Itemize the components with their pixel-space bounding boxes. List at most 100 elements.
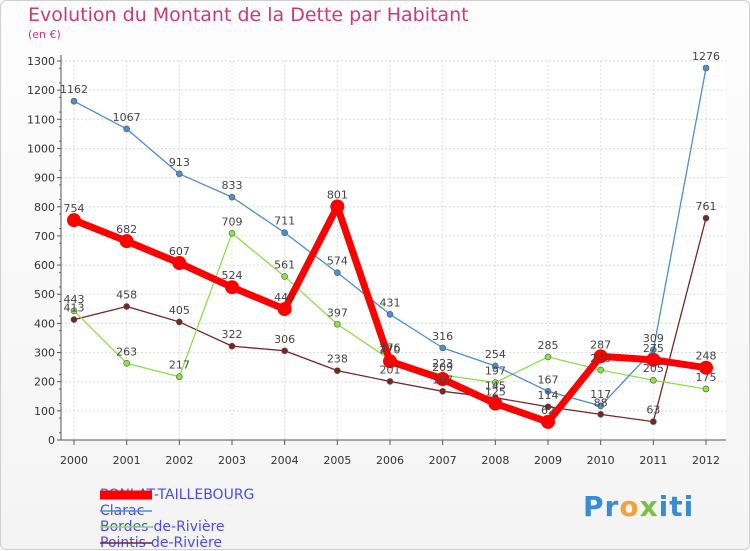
x-tick-label: 2012 bbox=[692, 454, 720, 467]
data-point-0 bbox=[541, 414, 555, 429]
x-tick-label: 2008 bbox=[481, 454, 509, 467]
data-point-3 bbox=[650, 418, 657, 425]
data-point-1 bbox=[176, 170, 183, 178]
data-point-1 bbox=[439, 344, 446, 352]
y-tick-label: 500 bbox=[34, 288, 55, 301]
data-label-0: 270 bbox=[380, 343, 401, 356]
y-tick-label: 0 bbox=[48, 434, 55, 447]
data-label-2: 205 bbox=[643, 362, 664, 375]
y-tick-label: 700 bbox=[34, 230, 55, 243]
data-label-2: 285 bbox=[538, 339, 559, 352]
legend-swatch-bordes bbox=[100, 526, 152, 528]
data-point-2 bbox=[650, 376, 657, 384]
legend-label-bordes: Bordes-de-Rivière bbox=[100, 519, 225, 535]
data-point-2 bbox=[597, 366, 604, 374]
data-point-1 bbox=[702, 64, 710, 72]
data-point-0 bbox=[383, 354, 397, 369]
data-point-0 bbox=[435, 372, 450, 387]
data-label-2: 175 bbox=[696, 371, 717, 384]
y-tick-label: 1000 bbox=[27, 142, 55, 155]
data-point-3 bbox=[439, 388, 446, 395]
data-label-3: 63 bbox=[646, 404, 660, 417]
data-point-0 bbox=[67, 213, 81, 228]
data-label-1: 117 bbox=[590, 388, 611, 401]
data-label-2: 443 bbox=[64, 293, 85, 306]
data-label-0: 62 bbox=[541, 404, 555, 417]
chart-subtitle: (en €) bbox=[28, 28, 61, 41]
data-label-2: 217 bbox=[169, 359, 190, 372]
x-tick-label: 2006 bbox=[376, 454, 404, 467]
data-point-1 bbox=[334, 269, 341, 276]
data-point-2 bbox=[176, 373, 183, 381]
data-point-1 bbox=[123, 125, 130, 133]
data-label-1: 1276 bbox=[692, 50, 720, 63]
x-tick-label: 2010 bbox=[587, 454, 615, 467]
y-tick-label: 1300 bbox=[27, 55, 55, 68]
data-point-3 bbox=[70, 316, 78, 323]
y-tick-label: 600 bbox=[34, 259, 55, 272]
data-point-2 bbox=[228, 229, 236, 237]
data-label-0: 801 bbox=[327, 188, 348, 201]
data-point-1 bbox=[597, 402, 604, 410]
data-point-1 bbox=[70, 97, 78, 105]
data-label-0: 524 bbox=[222, 269, 243, 282]
proxiti-logo: Proxiti bbox=[583, 490, 695, 523]
data-label-3: 405 bbox=[169, 304, 190, 317]
data-point-3 bbox=[176, 318, 183, 326]
data-label-0: 449 bbox=[274, 291, 295, 304]
data-label-2: 197 bbox=[485, 365, 506, 378]
data-point-0 bbox=[225, 280, 239, 295]
data-label-1: 431 bbox=[380, 296, 401, 309]
data-label-2: 276 bbox=[380, 342, 401, 355]
y-tick-label: 900 bbox=[34, 172, 55, 185]
x-tick-label: 2007 bbox=[429, 454, 457, 467]
data-label-1: 167 bbox=[538, 373, 559, 386]
data-point-0 bbox=[119, 234, 134, 249]
data-point-3 bbox=[702, 214, 710, 222]
data-point-3 bbox=[334, 367, 341, 374]
data-point-1 bbox=[492, 362, 499, 370]
data-label-1: 711 bbox=[274, 215, 295, 228]
data-label-3: 88 bbox=[594, 396, 608, 409]
x-tick-label: 2000 bbox=[60, 454, 88, 467]
data-point-1 bbox=[228, 193, 236, 201]
data-label-2: 240 bbox=[590, 352, 611, 365]
data-label-2: 561 bbox=[274, 258, 295, 271]
data-point-2 bbox=[123, 360, 130, 367]
data-point-0 bbox=[646, 352, 661, 367]
data-label-0: 248 bbox=[696, 350, 717, 363]
data-point-2 bbox=[334, 320, 341, 328]
data-label-2: 263 bbox=[116, 345, 137, 358]
data-label-3: 238 bbox=[327, 353, 348, 366]
data-point-2 bbox=[281, 273, 288, 280]
data-point-0 bbox=[488, 396, 503, 411]
data-label-3: 458 bbox=[116, 288, 137, 301]
data-point-1 bbox=[281, 229, 288, 237]
y-tick-label: 300 bbox=[34, 347, 55, 360]
data-point-0 bbox=[593, 349, 608, 364]
data-label-1: 309 bbox=[643, 332, 664, 345]
data-label-2: 223 bbox=[432, 357, 453, 370]
data-label-3: 145 bbox=[485, 380, 506, 393]
data-label-3: 201 bbox=[380, 363, 401, 376]
x-tick-label: 2002 bbox=[165, 454, 193, 467]
data-point-3 bbox=[123, 303, 130, 310]
y-tick-label: 100 bbox=[34, 405, 55, 418]
legend-swatch-clarac bbox=[100, 510, 152, 512]
data-label-3: 306 bbox=[274, 333, 295, 346]
x-tick-label: 2011 bbox=[639, 454, 667, 467]
data-label-0: 287 bbox=[590, 338, 611, 351]
data-label-2: 397 bbox=[327, 306, 348, 319]
y-tick-label: 1100 bbox=[27, 113, 55, 126]
data-label-1: 1162 bbox=[60, 83, 88, 96]
data-point-3 bbox=[281, 347, 288, 355]
legend-label-pointis: Pointis-de-Rivière bbox=[100, 535, 223, 551]
y-tick-label: 1200 bbox=[27, 84, 55, 97]
data-point-1 bbox=[544, 388, 552, 395]
data-point-3 bbox=[228, 342, 236, 350]
data-label-3: 761 bbox=[696, 200, 717, 213]
data-label-0: 682 bbox=[116, 223, 137, 236]
x-tick-label: 2005 bbox=[323, 454, 351, 467]
x-tick-label: 2003 bbox=[218, 454, 246, 467]
chart-title: Evolution du Montant de la Dette par Hab… bbox=[28, 4, 469, 26]
